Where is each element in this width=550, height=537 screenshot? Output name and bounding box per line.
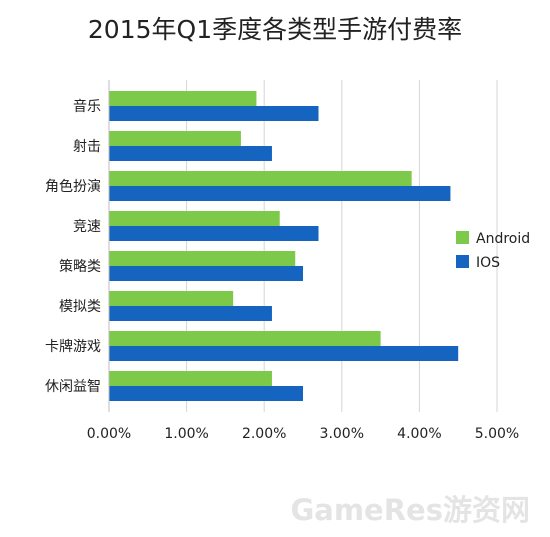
bar-ios — [109, 186, 451, 201]
chart-title: 2015年Q1季度各类型手游付费率 — [87, 15, 463, 44]
x-tick-label: 0.00% — [87, 426, 131, 442]
bar-android — [109, 171, 412, 186]
x-tick-label: 1.00% — [164, 426, 208, 442]
legend-label: Android — [476, 231, 530, 247]
bar-ios — [109, 106, 319, 121]
legend-swatch-ios — [456, 255, 469, 268]
category-label: 休闲益智 — [45, 379, 101, 395]
x-tick-label: 5.00% — [475, 426, 519, 442]
bar-ios — [109, 146, 272, 161]
category-label: 角色扮演 — [45, 178, 101, 195]
category-label: 竞速 — [73, 218, 101, 235]
category-label: 策略类 — [59, 258, 101, 275]
bar-android — [109, 371, 272, 386]
bar-ios — [109, 386, 303, 401]
category-label: 模拟类 — [59, 299, 101, 315]
bar-ios — [109, 226, 319, 241]
category-label: 射击 — [73, 139, 101, 155]
category-label: 卡牌游戏 — [45, 338, 101, 355]
category-label: 音乐 — [73, 98, 101, 115]
bar-android — [109, 91, 257, 106]
x-tick-label: 4.00% — [397, 426, 441, 442]
legend-label: IOS — [476, 255, 500, 271]
bar-android — [109, 291, 234, 306]
bar-ios — [109, 306, 272, 321]
bar-android — [109, 251, 296, 266]
bar-android — [109, 331, 381, 346]
bar-ios — [109, 346, 459, 361]
x-tick-label: 2.00% — [242, 426, 286, 442]
bar-android — [109, 211, 280, 226]
watermark: GameRes游资网 — [290, 493, 530, 527]
legend-swatch-android — [456, 231, 469, 244]
bar-android — [109, 131, 241, 146]
bar-ios — [109, 266, 303, 281]
x-tick-label: 3.00% — [320, 426, 364, 442]
